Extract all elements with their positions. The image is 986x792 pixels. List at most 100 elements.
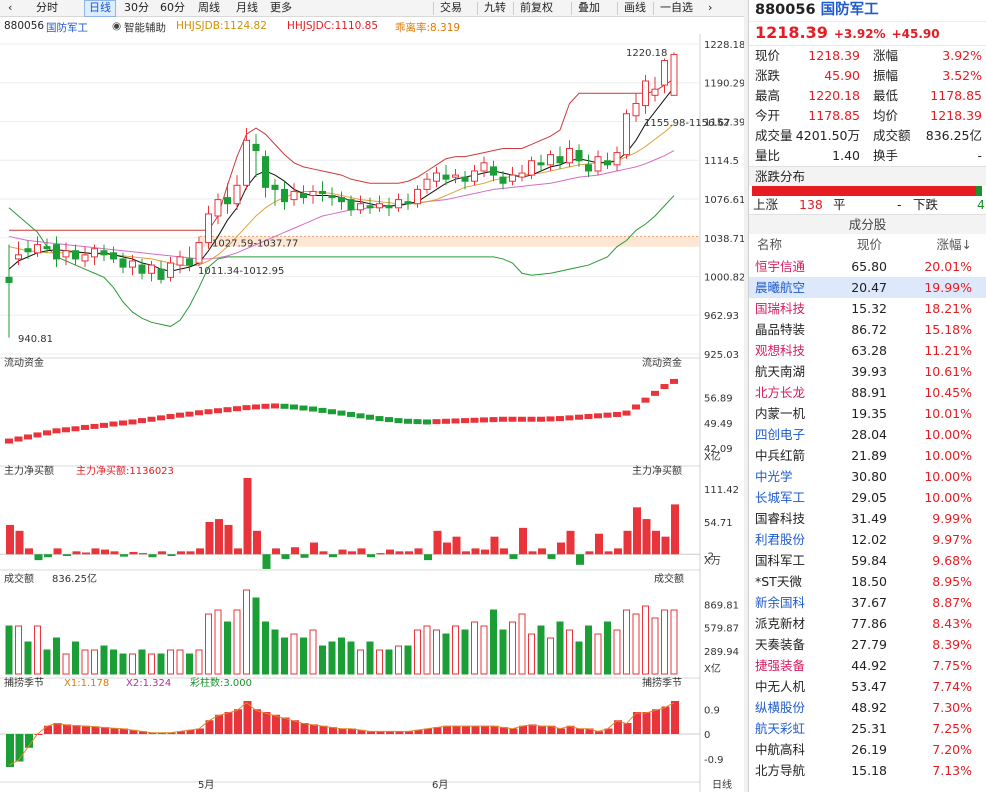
quote-value: 3.52% bbox=[942, 68, 982, 83]
flow-mark bbox=[242, 405, 251, 411]
cycle-bar bbox=[528, 724, 537, 734]
amount-bar bbox=[129, 653, 136, 675]
cycle-bar bbox=[272, 714, 280, 734]
component-row[interactable]: *ST天微 18.50 8.95% bbox=[749, 571, 986, 592]
amount-bar bbox=[585, 625, 592, 675]
assist-button[interactable]: 智能辅助 bbox=[124, 22, 166, 34]
y-tick-label: 1114.5 bbox=[704, 156, 739, 167]
component-row[interactable]: 晶品特装 86.72 15.18% bbox=[749, 319, 986, 340]
assist-icon[interactable]: ◉ bbox=[112, 20, 122, 32]
component-row[interactable]: 新余国科 37.67 8.87% bbox=[749, 592, 986, 613]
cycle-bar bbox=[281, 717, 290, 734]
component-row[interactable]: 恒宇信通 65.80 20.01% bbox=[749, 256, 986, 277]
component-row[interactable]: 北方导航 15.18 7.13% bbox=[749, 760, 986, 781]
flow-mark bbox=[204, 409, 213, 415]
cycle-bar bbox=[205, 720, 214, 734]
candle-body bbox=[5, 276, 13, 283]
component-row[interactable]: 中无人机 53.47 7.74% bbox=[749, 676, 986, 697]
header-name[interactable]: 名称 bbox=[757, 237, 783, 252]
component-row[interactable]: 中光学 30.80 10.00% bbox=[749, 466, 986, 487]
sidebar-name: 国防军工 bbox=[820, 2, 879, 18]
toolbar-tab[interactable]: 60分 bbox=[160, 1, 185, 14]
component-row[interactable]: 航天南湖 39.93 10.61% bbox=[749, 361, 986, 382]
mainnet-bar bbox=[234, 548, 242, 555]
component-row[interactable]: 长城军工 29.05 10.00% bbox=[749, 487, 986, 508]
toolbar-tab[interactable]: 分时 bbox=[36, 1, 58, 14]
mainnet-bar bbox=[63, 554, 71, 557]
flow-mark bbox=[413, 419, 422, 425]
component-row[interactable]: 晨曦航空 20.47 19.99% bbox=[749, 277, 986, 298]
component-row[interactable]: 航天彩虹 25.31 7.25% bbox=[749, 718, 986, 739]
component-row[interactable]: 国科军工 59.84 9.68% bbox=[749, 550, 986, 571]
component-row[interactable]: 内蒙一机 19.35 10.01% bbox=[749, 403, 986, 424]
mainnet-bar bbox=[167, 554, 176, 557]
component-row[interactable]: 利君股份 12.02 9.97% bbox=[749, 529, 986, 550]
price-zone bbox=[200, 236, 700, 247]
component-row[interactable]: 四创电子 28.04 10.00% bbox=[749, 424, 986, 445]
toolbar-menu[interactable]: 九转 bbox=[484, 1, 506, 14]
cycle-bar bbox=[329, 727, 337, 734]
flow-mark bbox=[166, 414, 175, 420]
toolbar-menu[interactable]: 一自选 bbox=[660, 1, 693, 14]
header-pct[interactable]: 涨幅↓ bbox=[936, 237, 972, 252]
component-row[interactable]: 观想科技 63.28 11.21% bbox=[749, 340, 986, 361]
flow-mark bbox=[233, 406, 241, 412]
component-row[interactable]: 天奏装备 27.79 8.39% bbox=[749, 634, 986, 655]
toolbar-menu[interactable]: 交易 bbox=[440, 1, 462, 14]
flow-mark bbox=[109, 421, 118, 427]
header-price[interactable]: 现价 bbox=[857, 237, 883, 252]
scrollbar[interactable] bbox=[744, 0, 748, 792]
component-name: 航天彩虹 bbox=[755, 721, 806, 736]
toolbar-menu[interactable]: 叠加 bbox=[578, 1, 600, 14]
sidebar-code: 880056 bbox=[755, 2, 816, 18]
component-row[interactable]: 中航高科 26.19 7.20% bbox=[749, 739, 986, 760]
chart-canvas[interactable]: 1228.18 1190.29 1152.39 1114.5 1076.61 1038.7… bbox=[0, 34, 744, 792]
candle-body bbox=[129, 260, 136, 268]
indicator-code: 880056 bbox=[4, 20, 45, 32]
candle-body bbox=[623, 113, 630, 156]
cycle-bar bbox=[91, 726, 100, 734]
cycle-bar bbox=[357, 729, 366, 734]
toolbar-tab[interactable]: 日线 bbox=[84, 0, 116, 17]
amount-bar bbox=[404, 645, 412, 675]
mainnet-bar bbox=[585, 551, 594, 555]
mainnet-bar bbox=[414, 548, 423, 555]
flow-mark bbox=[461, 418, 469, 424]
nav-left-icon[interactable]: ‹ bbox=[8, 1, 13, 14]
candle-body bbox=[110, 252, 117, 260]
toolbar-tab[interactable]: 更多 bbox=[270, 1, 292, 14]
quote-value: 1218.39 bbox=[808, 48, 860, 63]
component-row[interactable]: 中兵红箭 21.89 10.00% bbox=[749, 445, 986, 466]
mainnet-value: 主力净买额:1136023 bbox=[76, 464, 174, 477]
toolbar-tab[interactable]: 30分 bbox=[124, 1, 149, 14]
cycle-bar bbox=[433, 727, 442, 734]
cycle-bar bbox=[671, 701, 679, 734]
toolbar-tab[interactable]: 周线 bbox=[198, 1, 220, 14]
amount-bar bbox=[528, 633, 535, 675]
spread-value: 乖离率:8.319 bbox=[395, 22, 461, 34]
component-pct: 18.21% bbox=[924, 301, 972, 316]
nav-right-icon[interactable]: › bbox=[708, 1, 713, 14]
component-row[interactable]: 北方长龙 88.91 10.45% bbox=[749, 382, 986, 403]
cycle-title: 捕捞季节 bbox=[4, 676, 44, 689]
component-row[interactable]: 派克新材 77.86 8.43% bbox=[749, 613, 986, 634]
candle-body bbox=[15, 254, 22, 260]
toolbar-menu[interactable]: 前复权 bbox=[520, 1, 553, 14]
mainnet-bar bbox=[6, 524, 14, 555]
flow-mark bbox=[518, 416, 526, 422]
component-name: 晨曦航空 bbox=[755, 280, 806, 295]
cycle-bar bbox=[576, 728, 584, 734]
component-row[interactable]: 国睿科技 31.49 9.99% bbox=[749, 508, 986, 529]
toolbar-menu[interactable]: 画线 bbox=[624, 1, 646, 14]
component-row[interactable]: 国瑞科技 15.32 18.21% bbox=[749, 298, 986, 319]
candle-body bbox=[575, 150, 583, 162]
toolbar-tab[interactable]: 月线 bbox=[236, 1, 258, 14]
component-row[interactable]: 捷强装备 44.92 7.75% bbox=[749, 655, 986, 676]
mainnet-bar bbox=[129, 551, 138, 555]
flow-mark bbox=[261, 403, 270, 409]
cycle-bar bbox=[63, 724, 71, 734]
component-row[interactable]: 纵横股份 48.92 7.30% bbox=[749, 697, 986, 718]
quote-label: 今开 bbox=[755, 108, 781, 123]
component-name: 派克新材 bbox=[755, 616, 806, 631]
cycle-bar bbox=[509, 728, 518, 734]
